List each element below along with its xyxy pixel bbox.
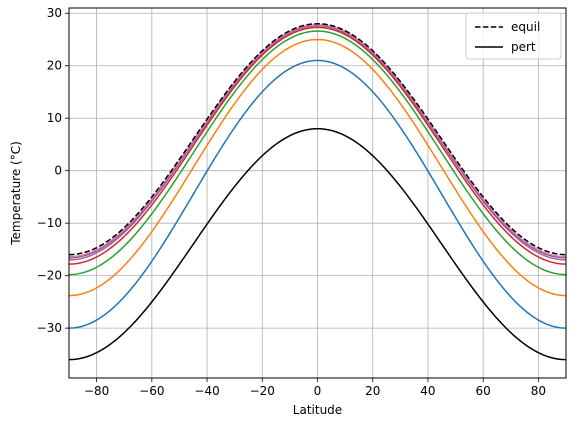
grid-lines xyxy=(69,8,566,378)
x-axis-label: Latitude xyxy=(293,403,342,417)
series-lines xyxy=(68,22,567,361)
x-tick-label: −20 xyxy=(250,384,275,398)
x-tick-label: 0 xyxy=(314,384,322,398)
y-tick-label: −30 xyxy=(37,321,62,335)
y-axis-label: Temperature (°C) xyxy=(9,141,23,246)
legend-label-pert: pert xyxy=(511,40,536,54)
y-tick-label: −10 xyxy=(37,216,62,230)
x-ticks: −80 −60 −40 −20 0 20 40 60 80 xyxy=(84,378,546,398)
x-tick-label: −80 xyxy=(84,384,109,398)
y-tick-label: 30 xyxy=(47,6,62,20)
series-line-equil xyxy=(68,22,567,256)
x-tick-label: 20 xyxy=(365,384,380,398)
series-line-curve-5 xyxy=(68,26,567,265)
series-line-curve-2 xyxy=(68,59,567,329)
y-ticks: −30 −20 −10 0 10 20 30 xyxy=(37,6,69,335)
series-line-curve-3 xyxy=(68,38,567,297)
y-tick-label: −20 xyxy=(37,269,62,283)
series-line-curve-8 xyxy=(68,24,567,258)
series-line-curve-4 xyxy=(68,30,567,276)
legend-label-equil: equil xyxy=(511,20,540,34)
y-tick-label: 10 xyxy=(47,111,62,125)
y-tick-label: 20 xyxy=(47,59,62,73)
x-tick-label: 40 xyxy=(420,384,435,398)
x-tick-label: 60 xyxy=(476,384,491,398)
series-line-pert xyxy=(68,127,567,361)
y-tick-label: 0 xyxy=(54,164,62,178)
x-tick-label: −60 xyxy=(139,384,164,398)
legend: equil pert xyxy=(465,12,562,60)
x-tick-label: −40 xyxy=(194,384,219,398)
x-tick-label: 80 xyxy=(531,384,546,398)
